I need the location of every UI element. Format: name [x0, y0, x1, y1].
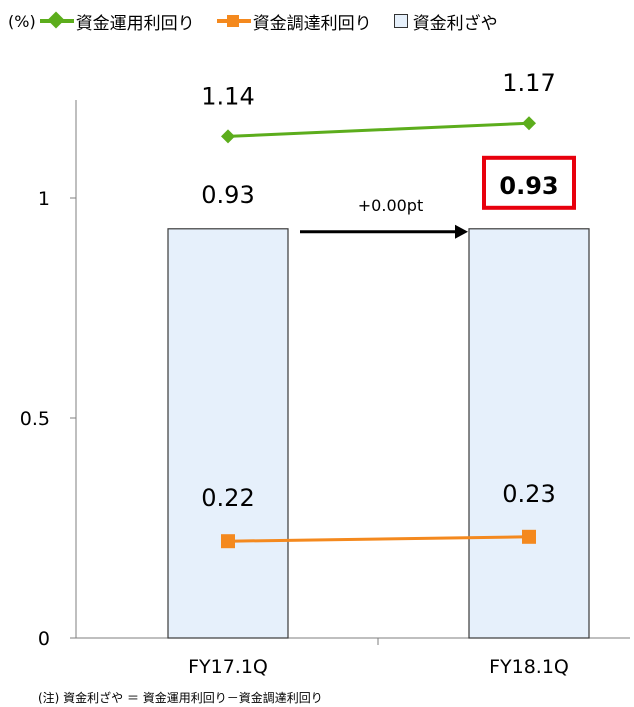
point	[522, 529, 536, 544]
legend-box-icon	[393, 14, 408, 28]
change-annotation: +0.00pt	[358, 196, 423, 215]
point	[221, 534, 235, 549]
legend-diamond-icon	[39, 11, 74, 31]
y-tick-label: 1	[38, 188, 50, 210]
bar	[468, 228, 590, 639]
x-tick-label: FY18.1Q	[489, 656, 569, 678]
data-label: 1.17	[502, 69, 555, 97]
arrow-head-icon	[455, 224, 468, 239]
point	[522, 116, 536, 131]
data-label: 0.23	[502, 480, 555, 508]
legend: (%) 資金運用利回り 資金調達利回り 資金利ざや	[8, 6, 520, 36]
highlight-box	[482, 155, 576, 210]
y-tick-label: 0.5	[20, 408, 50, 430]
legend-label-cost: 資金調達利回り	[252, 13, 372, 34]
legend-item-margin: 資金利ざや	[393, 9, 498, 34]
legend-item-yield: 資金運用利回り	[39, 9, 195, 34]
bar-data-label: 0.93	[201, 181, 254, 209]
point	[221, 129, 235, 144]
y-tick-label: 0	[38, 628, 50, 650]
series-line-yield	[227, 121, 530, 138]
bar-data-label: 0.93	[499, 172, 558, 200]
x-tick-label: FY17.1Q	[188, 656, 268, 678]
footnote: (注) 資金利ざや ＝ 資金運用利回り－資金調達利回り	[38, 691, 323, 705]
data-label: 0.22	[201, 484, 254, 512]
legend-item-cost: 資金調達利回り	[216, 9, 372, 34]
unit-label: (%)	[8, 11, 36, 31]
bar	[167, 228, 289, 639]
series-line-cost	[227, 535, 530, 543]
legend-square-icon	[216, 11, 251, 31]
legend-label-yield: 資金運用利回り	[75, 13, 195, 34]
legend-label-margin: 資金利ざや	[412, 13, 498, 34]
data-label: 1.14	[201, 82, 254, 110]
